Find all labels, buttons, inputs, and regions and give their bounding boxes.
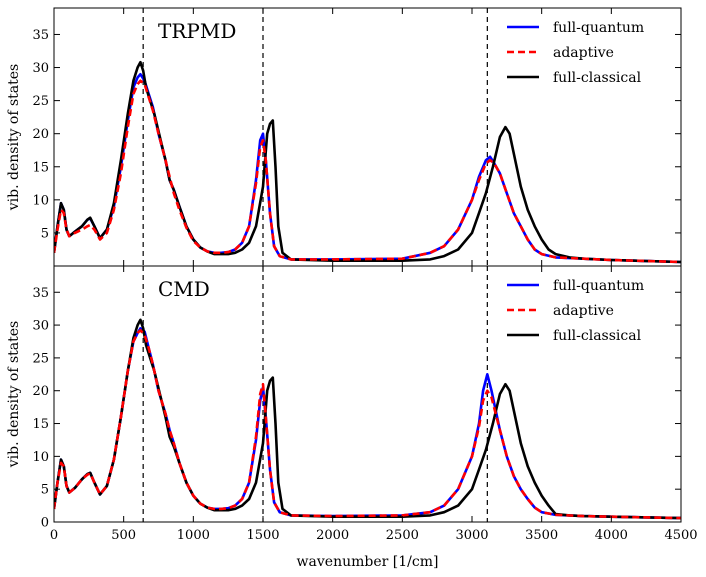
series-line-full-quantum: [54, 327, 681, 520]
x-tick-label: 4000: [595, 528, 628, 543]
y-tick-label: 10: [32, 450, 49, 465]
shared-axis-labels: wavenumber [1/cm]: [297, 554, 439, 570]
x-tick-label: 0: [50, 528, 58, 543]
series-line-adaptive: [54, 79, 681, 264]
y-tick-label: 15: [32, 417, 49, 432]
legend-label-adaptive: adaptive: [553, 303, 614, 319]
y-tick-label: 25: [32, 351, 49, 366]
plot-frame: [53, 265, 682, 523]
x-tick-label: 3500: [525, 528, 558, 543]
panel-title: CMD: [158, 277, 210, 301]
y-tick-label: 25: [32, 94, 49, 109]
y-tick-label: 10: [32, 193, 49, 208]
y-tick-label: 5: [41, 226, 49, 241]
series-line-full-classical: [54, 60, 681, 264]
legend-label-adaptive: adaptive: [553, 45, 614, 61]
series-line-full-quantum: [54, 72, 681, 264]
x-axis-label: wavenumber [1/cm]: [297, 554, 439, 570]
series-line-adaptive: [54, 329, 681, 520]
y-axis-label: vib. density of states: [6, 321, 22, 468]
y-tick-label: 35: [32, 286, 49, 301]
y-tick-label: 20: [32, 384, 49, 399]
y-tick-label: 35: [32, 28, 49, 43]
legend-label-full-classical: full-classical: [553, 328, 642, 344]
y-tick-label: 5: [41, 483, 49, 498]
trpmd-panel: 5 10 15 20 25 30 35 vib. density of states TRPMD…: [6, 7, 682, 267]
x-tick-label: 1500: [246, 528, 279, 543]
x-tick-label: 3000: [455, 528, 488, 543]
legend-label-full-quantum: full-quantum: [553, 20, 644, 36]
legend: full-quantum adaptive full-classical: [507, 20, 644, 86]
y-axis-label: vib. density of states: [6, 64, 22, 211]
panel-title: TRPMD: [158, 19, 236, 43]
y-tick-label: 15: [32, 160, 49, 175]
x-tick-label: 500: [111, 528, 136, 543]
x-tick-label: 2500: [386, 528, 419, 543]
legend-label-full-classical: full-classical: [553, 70, 642, 86]
y-tick-label: 20: [32, 127, 49, 142]
cmd-panel: 0 5 10 15 20 25 30 35 0 500 1000 1500 2000 2500 3000 35…: [6, 265, 698, 543]
x-tick-label: 1000: [177, 528, 210, 543]
x-tick-label: 4500: [664, 528, 697, 543]
y-tick-label: 0: [41, 516, 49, 531]
legend: full-quantum adaptive full-classical: [507, 278, 644, 344]
y-tick-label: 30: [32, 319, 49, 334]
x-tick-label: 2000: [316, 528, 349, 543]
legend-label-full-quantum: full-quantum: [553, 278, 644, 294]
y-tick-label: 30: [32, 61, 49, 76]
